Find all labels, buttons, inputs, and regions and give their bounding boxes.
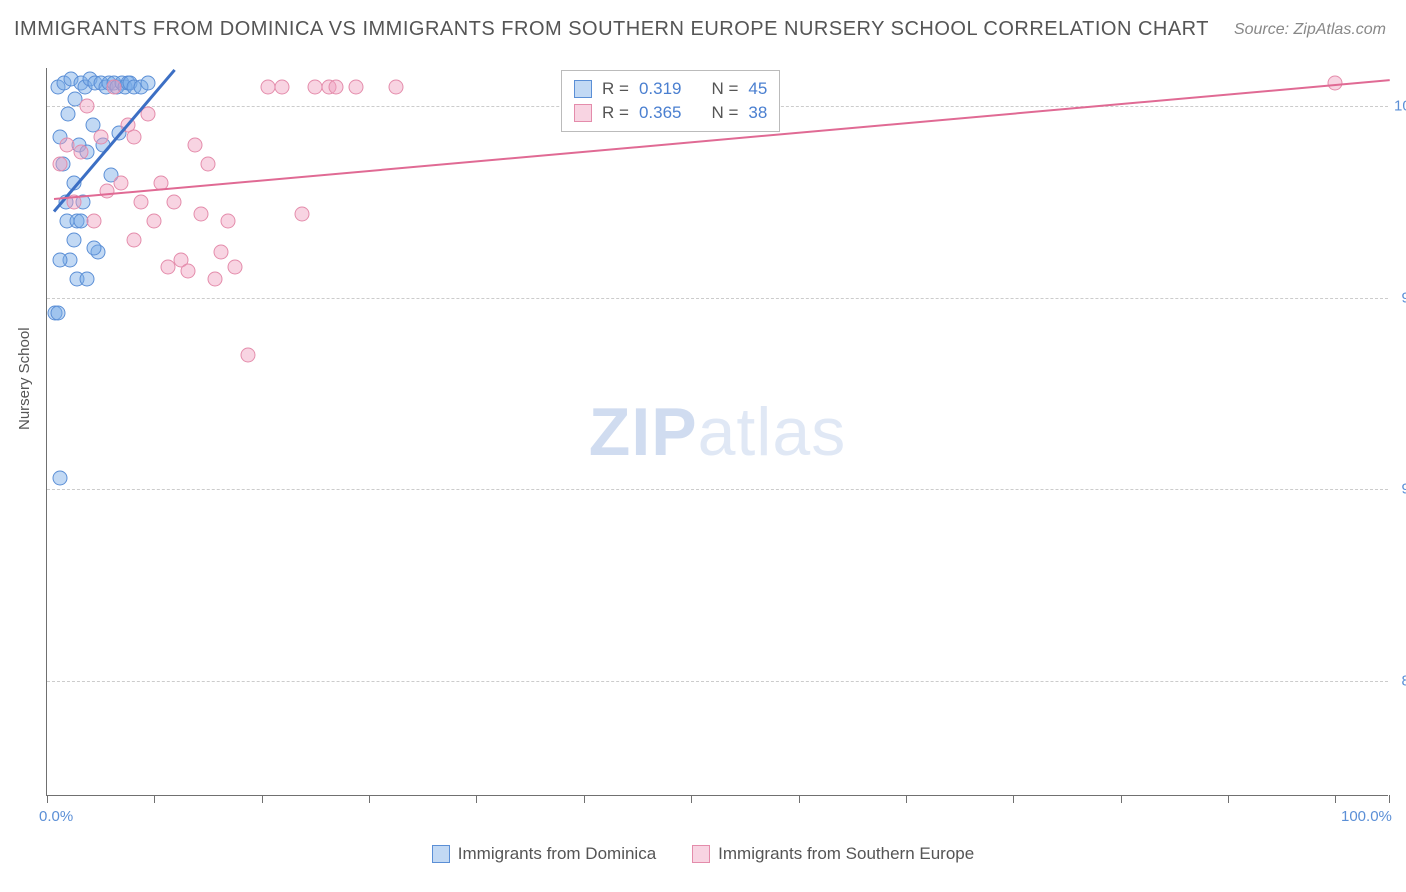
- x-tick: [369, 795, 370, 803]
- y-tick-label: 100.0%: [1394, 98, 1406, 115]
- series-swatch: [692, 845, 710, 863]
- scatter-point: [80, 99, 95, 114]
- n-label: N =: [711, 79, 738, 99]
- legend-label: Immigrants from Dominica: [458, 844, 656, 864]
- scatter-point: [127, 233, 142, 248]
- scatter-point: [80, 271, 95, 286]
- scatter-point: [294, 206, 309, 221]
- y-axis-label: Nursery School: [16, 327, 33, 430]
- scatter-point: [100, 183, 115, 198]
- scatter-point: [86, 214, 101, 229]
- scatter-point: [348, 80, 363, 95]
- x-tick: [1013, 795, 1014, 803]
- x-tick: [154, 795, 155, 803]
- series-swatch: [574, 80, 592, 98]
- gridline-h: [47, 298, 1388, 299]
- n-value: 38: [748, 103, 767, 123]
- x-tick: [906, 795, 907, 803]
- scatter-point: [66, 233, 81, 248]
- scatter-point: [86, 241, 101, 256]
- legend-label: Immigrants from Southern Europe: [718, 844, 974, 864]
- scatter-point: [50, 306, 65, 321]
- x-tick: [1335, 795, 1336, 803]
- scatter-point: [221, 214, 236, 229]
- bottom-legend: Immigrants from Dominica Immigrants from …: [0, 844, 1406, 864]
- correlation-row: R = 0.365 N = 38: [574, 101, 767, 125]
- gridline-h: [47, 681, 1388, 682]
- legend-item: Immigrants from Southern Europe: [692, 844, 974, 864]
- scatter-point: [140, 76, 155, 91]
- scatter-point: [113, 175, 128, 190]
- x-tick: [47, 795, 48, 803]
- scatter-point: [160, 260, 175, 275]
- scatter-point: [194, 206, 209, 221]
- x-tick-label: 0.0%: [39, 808, 73, 825]
- source-label: Source: ZipAtlas.com: [1234, 21, 1386, 39]
- y-tick-label: 90.0%: [1394, 481, 1406, 498]
- series-swatch: [574, 104, 592, 122]
- x-tick: [1228, 795, 1229, 803]
- scatter-point: [187, 137, 202, 152]
- scatter-point: [147, 214, 162, 229]
- scatter-point: [127, 129, 142, 144]
- correlation-row: R = 0.319 N = 45: [574, 77, 767, 101]
- scatter-point: [53, 252, 68, 267]
- x-tick: [1389, 795, 1390, 803]
- series-swatch: [432, 845, 450, 863]
- scatter-point: [227, 260, 242, 275]
- x-tick: [799, 795, 800, 803]
- x-tick: [476, 795, 477, 803]
- scatter-point: [214, 244, 229, 259]
- scatter-point: [61, 106, 76, 121]
- scatter-point: [207, 271, 222, 286]
- x-tick-label: 100.0%: [1341, 808, 1392, 825]
- r-value: 0.319: [639, 79, 682, 99]
- y-tick-label: 85.0%: [1394, 673, 1406, 690]
- legend-item: Immigrants from Dominica: [432, 844, 656, 864]
- scatter-point: [133, 195, 148, 210]
- scatter-point: [53, 470, 68, 485]
- scatter-point: [107, 80, 122, 95]
- watermark: ZIPatlas: [589, 393, 846, 471]
- scatter-point: [53, 156, 68, 171]
- scatter-point: [73, 145, 88, 160]
- chart-title: IMMIGRANTS FROM DOMINICA VS IMMIGRANTS F…: [14, 18, 1209, 41]
- scatter-point: [93, 129, 108, 144]
- x-tick: [691, 795, 692, 803]
- scatter-point: [274, 80, 289, 95]
- gridline-h: [47, 489, 1388, 490]
- plot-area: ZIPatlas 85.0%90.0%95.0%100.0%0.0%100.0%…: [46, 68, 1388, 796]
- header: IMMIGRANTS FROM DOMINICA VS IMMIGRANTS F…: [0, 0, 1406, 51]
- n-label: N =: [711, 103, 738, 123]
- r-label: R =: [602, 103, 629, 123]
- n-value: 45: [748, 79, 767, 99]
- scatter-point: [180, 264, 195, 279]
- y-tick-label: 95.0%: [1394, 289, 1406, 306]
- r-label: R =: [602, 79, 629, 99]
- scatter-point: [241, 348, 256, 363]
- correlation-box: R = 0.319 N = 45 R = 0.365 N = 38: [561, 70, 780, 132]
- r-value: 0.365: [639, 103, 682, 123]
- scatter-point: [328, 80, 343, 95]
- x-tick: [262, 795, 263, 803]
- x-tick: [584, 795, 585, 803]
- x-tick: [1121, 795, 1122, 803]
- scatter-point: [201, 156, 216, 171]
- scatter-point: [388, 80, 403, 95]
- scatter-point: [167, 195, 182, 210]
